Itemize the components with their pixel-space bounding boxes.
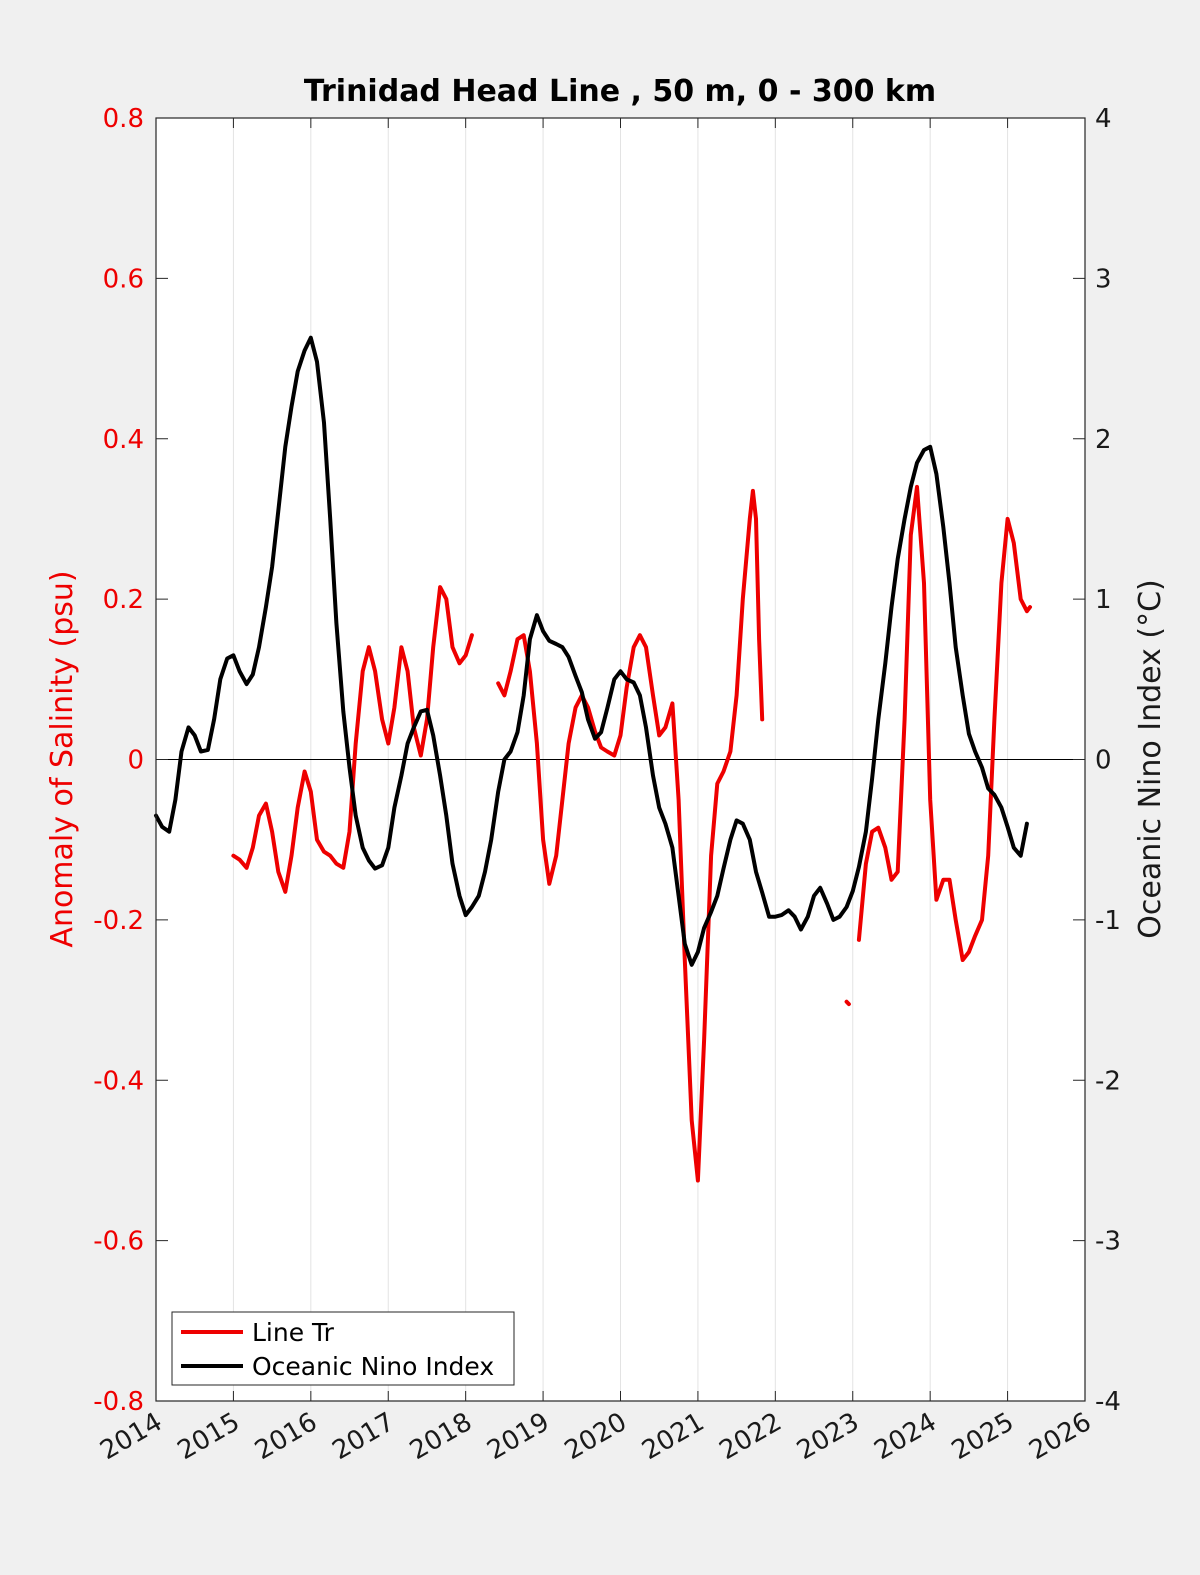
right-y-tick-label: 1: [1095, 585, 1112, 615]
right-y-tick-label: 3: [1095, 264, 1112, 294]
x-tick-label: 2024: [869, 1407, 941, 1466]
chart-title: Trinidad Head Line , 50 m, 0 - 300 km: [304, 74, 936, 109]
x-tick-label: 2018: [405, 1407, 477, 1466]
series-line-oceanic-nino-index: [154, 335, 1029, 967]
left-y-tick-label: 0.6: [103, 264, 144, 294]
x-tick-label: 2025: [947, 1407, 1019, 1466]
x-tick-label: 2019: [482, 1407, 554, 1466]
right-y-axis-label: Oceanic Nino Index (°C): [1133, 579, 1168, 939]
right-y-tick-label: 0: [1095, 746, 1112, 776]
legend: Line Tr Oceanic Nino Index: [171, 1311, 515, 1386]
x-tick-label: 2017: [327, 1407, 399, 1466]
x-tick-label: 2020: [560, 1407, 632, 1466]
right-y-tick-label: -4: [1095, 1387, 1121, 1417]
legend-label-oni: Oceanic Nino Index: [252, 1352, 494, 1381]
series-line-line-tr: [496, 488, 765, 1183]
x-tick-label: 2026: [1024, 1407, 1096, 1466]
right-y-tick-label: -3: [1095, 1227, 1121, 1257]
x-tick-label: 2015: [173, 1407, 245, 1466]
series-line-line-tr: [856, 484, 1032, 962]
x-tick-label: 2021: [637, 1407, 709, 1466]
series-line-line-tr: [844, 999, 851, 1007]
series-layer: [154, 335, 1032, 1183]
left-y-tick-label: 0: [127, 746, 144, 776]
left-y-tick-label: -0.6: [93, 1227, 144, 1257]
left-y-tick-label: -0.2: [93, 906, 144, 936]
x-tick-label: 2022: [715, 1407, 787, 1466]
left-y-tick-label: 0.4: [103, 425, 144, 455]
right-y-tick-label: 2: [1095, 425, 1112, 455]
right-y-tick-label: 4: [1095, 104, 1112, 134]
right-y-tick-label: -2: [1095, 1066, 1121, 1096]
x-tick-label: 2016: [250, 1407, 322, 1466]
left-y-tick-label: 0.2: [103, 585, 144, 615]
legend-box: [171, 1311, 515, 1386]
left-y-axis-label: Anomaly of Salinity (psu): [45, 570, 80, 947]
left-y-tick-label: 0.8: [103, 104, 144, 134]
left-y-tick-label: -0.4: [93, 1066, 144, 1096]
right-y-tick-label: -1: [1095, 906, 1121, 936]
x-tick-label: 2023: [792, 1407, 864, 1466]
legend-label-line-tr: Line Tr: [252, 1318, 335, 1347]
left-y-tick-label: -0.8: [93, 1387, 144, 1417]
